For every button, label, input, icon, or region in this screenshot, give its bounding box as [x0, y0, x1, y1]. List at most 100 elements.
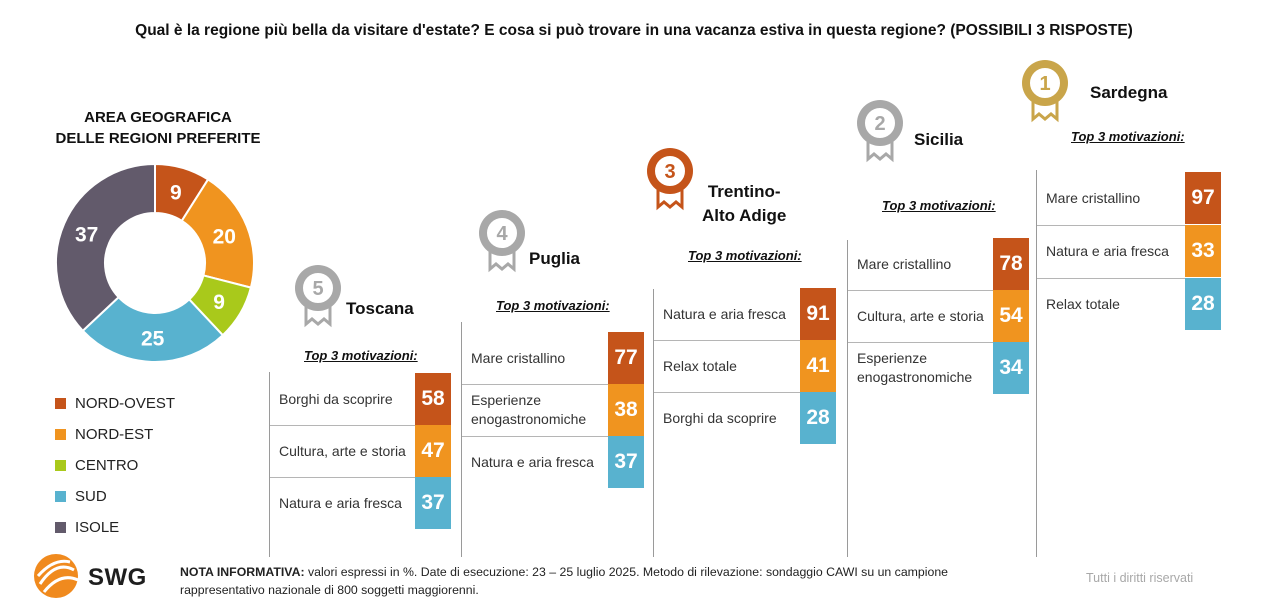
motivation-value: 58 [415, 373, 451, 425]
motivation-label: Natura e aria fresca [663, 305, 786, 322]
motivation-value: 41 [800, 340, 836, 392]
motivation-label: Natura e aria fresca [471, 453, 594, 470]
motivation-label: Natura e aria fresca [1046, 242, 1169, 259]
medal-icon: 5 [295, 265, 341, 328]
legend-label: ISOLE [75, 519, 120, 536]
legend-item: NORD-EST [55, 419, 175, 450]
region-name-line1: Trentino- [707, 182, 781, 201]
column-divider [653, 289, 654, 557]
motivation-label: Esperienze enogastronomiche [857, 350, 973, 385]
donut-value-label: 25 [141, 327, 165, 350]
region-name: Trentino- Alto Adige [702, 180, 786, 228]
legend-swatch [55, 460, 66, 471]
row-separator [270, 425, 415, 426]
donut-slice-isole [55, 163, 156, 333]
region-name: Toscana [346, 299, 414, 318]
column-divider [847, 240, 848, 557]
motivation-value: 91 [800, 288, 836, 340]
column-divider [1036, 170, 1037, 557]
legend-item: NORD-OVEST [55, 388, 175, 419]
medal-rank: 5 [312, 278, 323, 300]
row-separator [462, 436, 608, 437]
top3-label: Top 3 motivazioni: [882, 198, 996, 213]
legend-swatch [55, 398, 66, 409]
motivation-value: 33 [1185, 225, 1221, 277]
motivation-value: 37 [608, 436, 644, 488]
row-separator [654, 392, 800, 393]
region-name: Sicilia [914, 130, 964, 149]
row-separator [462, 384, 608, 385]
medal-icon: 1 [1022, 60, 1068, 123]
row-separator [270, 477, 415, 478]
legend-swatch [55, 522, 66, 533]
legend-label: NORD-OVEST [75, 395, 176, 412]
row-separator [848, 290, 993, 291]
legend-swatch [55, 491, 66, 502]
page-title: Qual è la regione più bella da visitare … [135, 22, 1133, 39]
legend-label: NORD-EST [75, 426, 154, 443]
region-name: Sardegna [1090, 83, 1168, 102]
motivation-label: Relax totale [663, 357, 737, 374]
top3-label: Top 3 motivazioni: [304, 348, 418, 363]
donut-slice-sud [81, 295, 225, 363]
motivation-value: 38 [608, 384, 644, 436]
motivation-label: Cultura, arte e storia [857, 307, 984, 324]
motivation-label: Borghi da scoprire [663, 409, 777, 426]
donut-title-line2: DELLE REGIONI PREFERITE [55, 130, 261, 147]
motivation-value: 28 [1185, 278, 1221, 330]
footnote: NOTA INFORMATIVA: valori espressi in %. … [180, 563, 1000, 599]
motivation-label: Natura e aria fresca [279, 494, 402, 511]
donut-value-label: 20 [213, 226, 236, 249]
top3-label: Top 3 motivazioni: [1071, 129, 1185, 144]
donut-chart: 9 20 9 25 37 [55, 163, 255, 363]
motivation-value: 28 [800, 392, 836, 444]
donut-value-label: 37 [75, 223, 98, 246]
swg-logo-icon [34, 554, 79, 598]
region-name: Puglia [529, 249, 581, 268]
row-separator [848, 342, 993, 343]
motivation-label: Mare cristallino [1046, 189, 1141, 206]
medal-rank: 3 [664, 161, 675, 183]
footnote-text: valori espressi in %. Date di esecuzione… [180, 565, 948, 597]
footnote-label: NOTA INFORMATIVA: [180, 565, 305, 579]
motivation-label: Cultura, arte e storia [279, 442, 406, 459]
motivation-value: 34 [993, 342, 1029, 394]
copyright-notice: Tutti i diritti riservati [1086, 571, 1194, 585]
top3-label: Top 3 motivazioni: [496, 298, 610, 313]
swg-logo-text: SWG [88, 564, 147, 591]
motivation-value: 47 [415, 425, 451, 477]
medal-rank: 4 [496, 223, 508, 245]
donut-value-label: 9 [213, 291, 225, 314]
motivation-value: 37 [415, 477, 451, 529]
motivation-value: 78 [993, 238, 1029, 290]
medal-icon: 3 [647, 148, 693, 211]
legend-item: ISOLE [55, 512, 175, 543]
motivation-value: 97 [1185, 172, 1221, 224]
row-separator [1037, 278, 1185, 279]
donut-value-label: 9 [170, 181, 182, 204]
medal-rank: 2 [874, 113, 885, 135]
row-separator [654, 340, 800, 341]
motivation-label: Mare cristallino [471, 349, 566, 366]
donut-legend: NORD-OVEST NORD-EST CENTRO SUD ISOLE [55, 388, 175, 543]
legend-label: CENTRO [75, 457, 139, 474]
motivation-label: Mare cristallino [857, 255, 952, 272]
motivation-value: 54 [993, 290, 1029, 342]
legend-swatch [55, 429, 66, 440]
region-name-line2: Alto Adige [702, 206, 787, 225]
donut-slice-nord-est [180, 178, 255, 289]
motivation-label: Relax totale [1046, 295, 1120, 312]
donut-title: AREA GEOGRAFICA DELLE REGIONI PREFERITE [38, 107, 278, 149]
legend-item: CENTRO [55, 450, 175, 481]
row-separator [1037, 225, 1185, 226]
motivation-label: Esperienze enogastronomiche [471, 392, 587, 427]
medal-rank: 1 [1039, 73, 1050, 95]
medal-icon: 2 [857, 100, 903, 163]
column-divider [269, 372, 270, 557]
top3-label: Top 3 motivazioni: [688, 248, 802, 263]
legend-label: SUD [75, 488, 107, 505]
column-divider [461, 322, 462, 557]
legend-item: SUD [55, 481, 175, 512]
motivation-label: Borghi da scoprire [279, 390, 393, 407]
motivation-value: 77 [608, 332, 644, 384]
